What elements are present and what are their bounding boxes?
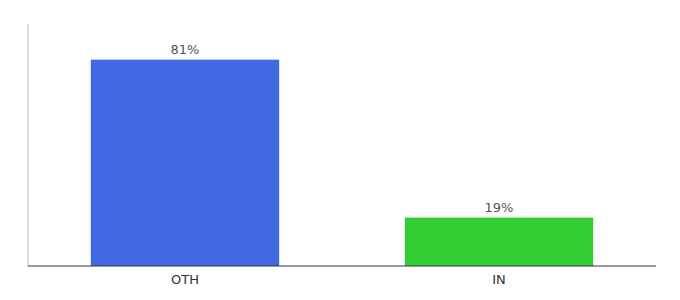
data-label: 81% xyxy=(171,42,200,57)
page: {"chart_data": {"type": "bar", "categori… xyxy=(0,0,680,300)
data-label: 19% xyxy=(485,200,514,215)
bars xyxy=(91,60,593,266)
bar xyxy=(405,218,593,266)
y-axis-line xyxy=(28,24,29,266)
chart-container: OTH IN 81% 19% xyxy=(0,0,680,300)
chart-svg: OTH IN 81% 19% xyxy=(0,0,680,300)
x-axis-line xyxy=(28,266,656,267)
x-tick-label: OTH xyxy=(171,272,199,287)
bar xyxy=(91,60,279,266)
x-tick-label: IN xyxy=(492,272,506,287)
